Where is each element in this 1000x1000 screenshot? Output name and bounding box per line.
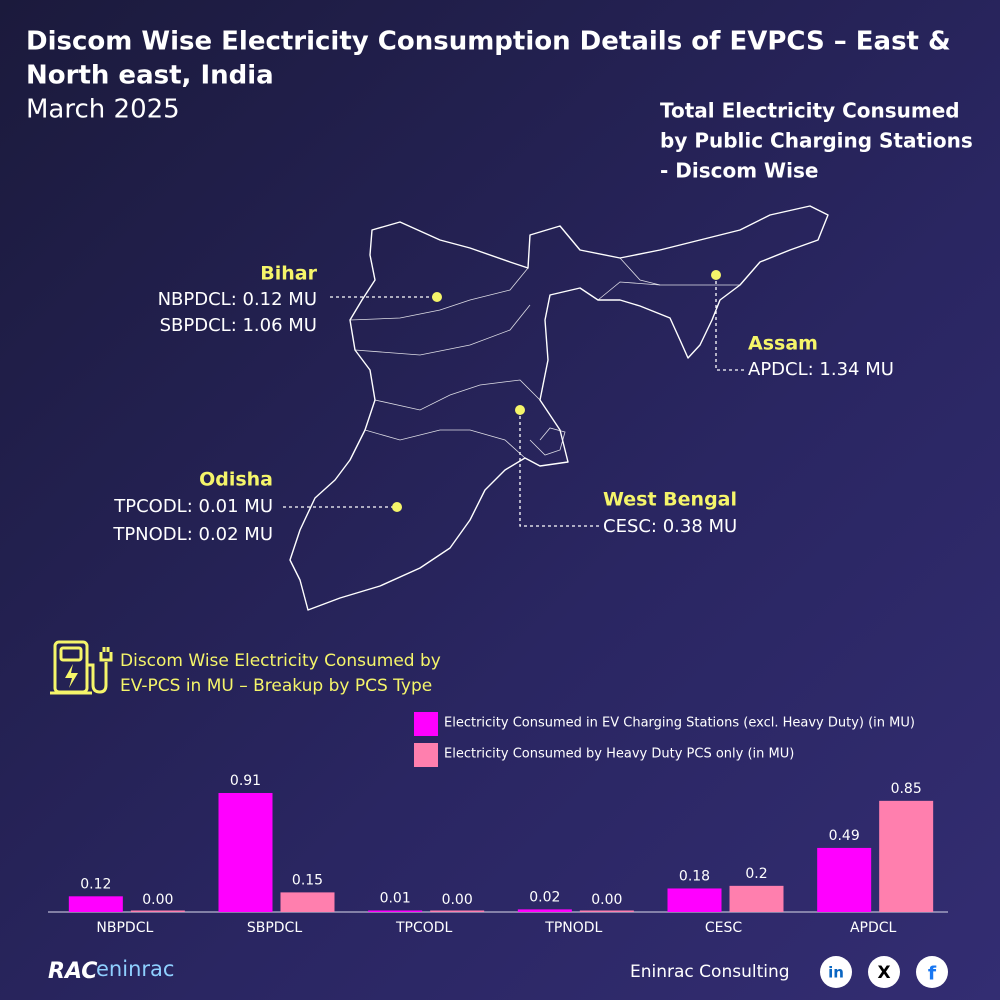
subtitle: March 2025 [26, 95, 180, 125]
region-value: CESC: 0.38 MU [603, 516, 737, 537]
bar [667, 888, 722, 912]
region-value: TPCODL: 0.01 MU [113, 496, 273, 517]
region-name: Bihar [260, 263, 317, 285]
value-label: 0.02 [529, 889, 560, 905]
bar [430, 910, 485, 912]
x-icon[interactable]: X [877, 963, 890, 983]
map-heading: by Public Charging Stations [660, 129, 973, 153]
map-marker [711, 270, 721, 280]
bar [218, 793, 273, 912]
company: Eninrac Consulting [630, 962, 790, 982]
map-heading: Total Electricity Consumed [660, 99, 960, 123]
linkedin-icon[interactable]: in [828, 964, 844, 982]
title: Discom Wise Electricity Consumption Deta… [26, 27, 951, 57]
value-label: 0.12 [80, 876, 111, 892]
value-label: 0.18 [679, 868, 710, 884]
facebook-icon[interactable] [916, 956, 948, 988]
value-label: 0.01 [380, 891, 411, 907]
chart-title: Discom Wise Electricity Consumed by [120, 651, 441, 671]
region-name: Odisha [199, 469, 273, 491]
x-tick-label: TPCODL [395, 920, 453, 936]
charger-icon [50, 640, 113, 695]
region-name: West Bengal [603, 489, 737, 511]
map [289, 205, 829, 611]
logo: RAC [48, 959, 97, 984]
bar [368, 910, 423, 912]
linkedin-icon[interactable] [820, 956, 852, 988]
bar [280, 892, 335, 912]
bar [879, 800, 934, 912]
legend-swatch [414, 743, 438, 767]
logo: eninrac [96, 957, 174, 981]
chart-title: EV-PCS in MU – Breakup by PCS Type [120, 676, 432, 696]
leader-line [715, 275, 745, 371]
x-tick-label: NBPDCL [96, 920, 153, 936]
value-label: 0.00 [591, 892, 622, 908]
bar-chart: Electricity Consumed in EV Charging Stat… [68, 712, 934, 936]
x-tick-label: CESC [705, 920, 743, 936]
region-name: Assam [748, 333, 818, 355]
x-icon[interactable] [868, 956, 900, 988]
value-label: 0.49 [829, 828, 860, 844]
value-label: 0.00 [442, 892, 473, 908]
legend-swatch [414, 712, 438, 736]
value-label: 0.85 [891, 781, 922, 797]
map-marker [392, 502, 402, 512]
region-value: APDCL: 1.34 MU [748, 359, 894, 380]
region-value: TPNODL: 0.02 MU [112, 524, 273, 545]
bar [579, 910, 634, 912]
legend-label: Electricity Consumed by Heavy Duty PCS o… [444, 747, 794, 762]
region-value: SBPDCL: 1.06 MU [160, 315, 317, 336]
bar [68, 896, 123, 912]
legend-label: Electricity Consumed in EV Charging Stat… [444, 716, 915, 731]
x-tick-label: SBPDCL [247, 920, 302, 936]
value-label: 0.00 [142, 892, 173, 908]
x-tick-label: TPNODL [544, 920, 602, 936]
x-tick-label: APDCL [850, 920, 897, 936]
bar [817, 847, 872, 912]
value-label: 0.15 [292, 872, 323, 888]
bar [729, 885, 784, 912]
leader-line [519, 410, 600, 527]
value-label: 0.91 [230, 773, 261, 789]
map-heading: - Discom Wise [660, 159, 818, 183]
title: North east, India [26, 61, 274, 91]
bar [130, 910, 185, 912]
map-marker [432, 292, 442, 302]
facebook-icon[interactable]: f [928, 963, 937, 985]
value-label: 0.2 [745, 866, 767, 882]
map-marker [515, 405, 525, 415]
bar [517, 909, 572, 912]
region-value: NBPDCL: 0.12 MU [158, 289, 317, 310]
